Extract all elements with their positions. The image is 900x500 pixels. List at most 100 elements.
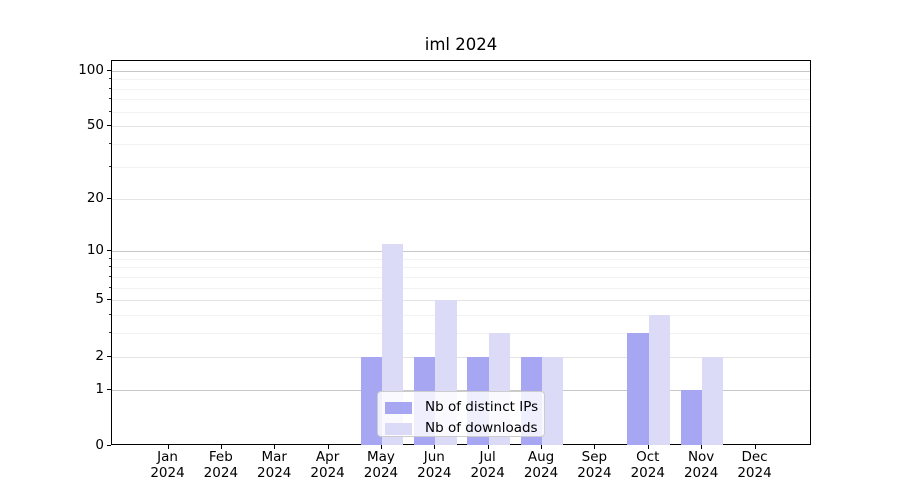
minor-gridline (112, 111, 810, 113)
x-tick-text: Aug (527, 449, 555, 465)
y-axis-tick (107, 197, 111, 199)
legend-label-downloads: Nb of downloads (425, 420, 538, 436)
x-axis-tick-label: Oct 2024 (616, 449, 680, 481)
x-tick-text: Jun (423, 449, 445, 465)
x-axis-tick (647, 445, 649, 449)
y-axis-minor-tick (109, 110, 111, 112)
x-axis-tick (434, 445, 436, 449)
x-axis-tick-label: Jan 2024 (136, 449, 200, 481)
x-axis-tick-label: Aug 2024 (509, 449, 573, 481)
major-gridline (112, 70, 810, 72)
x-axis-tick-label: May 2024 (349, 449, 413, 481)
x-tick-text: 2024 (417, 464, 452, 481)
y-axis-minor-tick (109, 143, 111, 145)
y-axis-tick-label: 0 (95, 437, 104, 453)
y-axis-tick-label: 20 (86, 189, 104, 206)
y-axis-minor-tick (109, 266, 111, 268)
x-tick-text: Apr (315, 449, 340, 465)
bar-downloads (702, 356, 724, 445)
y-axis-tick (107, 445, 111, 446)
y-axis-minor-tick (109, 87, 111, 89)
minor-gridline (112, 88, 810, 90)
chart-title: iml 2024 (424, 35, 498, 54)
x-tick-text: 2024 (630, 464, 665, 481)
x-axis-tick-label: Mar 2024 (242, 449, 306, 481)
x-axis-tick (274, 445, 276, 449)
x-tick-text: Oct (636, 449, 660, 465)
x-tick-text: 2024 (737, 464, 772, 481)
y-axis-tick-label: 1 (95, 380, 104, 397)
x-axis-tick-label: Nov 2024 (669, 449, 733, 481)
y-axis-minor-tick (109, 314, 111, 316)
y-axis-tick-label: 2 (95, 347, 104, 364)
y-axis-minor-tick (109, 98, 111, 100)
y-axis-minor-tick (109, 332, 111, 334)
minor-gridline (112, 79, 810, 81)
minor-gridline (112, 333, 810, 335)
y-axis-minor-tick (109, 286, 111, 288)
major-gridline (112, 356, 810, 358)
bar-downloads (648, 315, 671, 445)
x-tick-text: Jan (157, 449, 178, 465)
minor-gridline (112, 166, 810, 168)
x-tick-text: Mar (261, 449, 287, 465)
y-axis-tick (107, 125, 111, 127)
major-gridline (112, 198, 810, 200)
x-axis-tick-label: Jul 2024 (456, 449, 520, 481)
legend-item-downloads: Nb of downloads (385, 418, 544, 439)
x-axis-tick-label: Dec 2024 (723, 449, 787, 481)
y-axis-tick (107, 355, 111, 357)
x-axis-tick (594, 445, 596, 449)
bar-distinct-ips (627, 333, 649, 445)
x-tick-text: Feb (208, 449, 233, 465)
y-axis-tick (107, 250, 111, 252)
y-axis-minor-tick (109, 275, 111, 277)
x-axis-tick-label: Apr 2024 (296, 449, 360, 481)
y-axis-tick-label: 10 (86, 242, 104, 259)
x-axis-tick (541, 445, 543, 449)
y-axis-tick (107, 299, 111, 301)
y-axis-tick-label: 100 (78, 61, 104, 78)
x-axis-tick-label: Sep 2024 (562, 449, 626, 481)
x-axis-tick (327, 445, 329, 449)
y-axis-minor-tick (109, 78, 111, 80)
major-gridline (112, 389, 810, 391)
minor-gridline (112, 144, 810, 146)
x-tick-text: Jul (479, 449, 496, 465)
x-axis-tick (220, 445, 222, 449)
major-gridline (112, 251, 810, 253)
legend-swatch-downloads-icon (385, 422, 412, 435)
bar-distinct-ips (360, 356, 382, 445)
minor-gridline (112, 287, 810, 289)
x-tick-text: 2024 (203, 464, 239, 481)
x-axis-tick-label: Jun 2024 (402, 449, 466, 481)
legend-label-distinct-ips: Nb of distinct IPs (425, 399, 539, 415)
x-tick-text: May (366, 449, 395, 465)
minor-gridline (112, 99, 810, 101)
y-axis-tick-label: 50 (86, 117, 104, 134)
x-tick-text: 2024 (470, 464, 505, 481)
x-tick-text: 2024 (150, 464, 185, 481)
minor-gridline (112, 267, 810, 269)
minor-gridline (112, 315, 810, 317)
x-tick-text: Sep (581, 449, 608, 465)
x-tick-text: 2024 (577, 464, 612, 481)
legend: Nb of distinct IPs Nb of downloads (377, 391, 545, 437)
bar-distinct-ips (680, 389, 703, 445)
x-axis-tick (167, 445, 169, 449)
x-tick-text: 2024 (310, 464, 345, 481)
x-tick-text: Dec (741, 449, 768, 465)
plot-area (111, 60, 811, 445)
minor-gridline (112, 258, 810, 260)
x-axis-tick-label: Feb 2024 (189, 449, 253, 481)
y-axis-tick (107, 388, 111, 390)
x-axis-tick (487, 445, 489, 449)
x-tick-text: Nov (687, 449, 715, 465)
y-axis-tick-label: 5 (95, 291, 104, 308)
x-axis-tick (754, 445, 756, 449)
x-axis-tick (701, 445, 703, 449)
x-tick-text: 2024 (683, 464, 719, 481)
x-tick-text: 2024 (257, 464, 292, 481)
y-axis-tick (107, 69, 111, 71)
